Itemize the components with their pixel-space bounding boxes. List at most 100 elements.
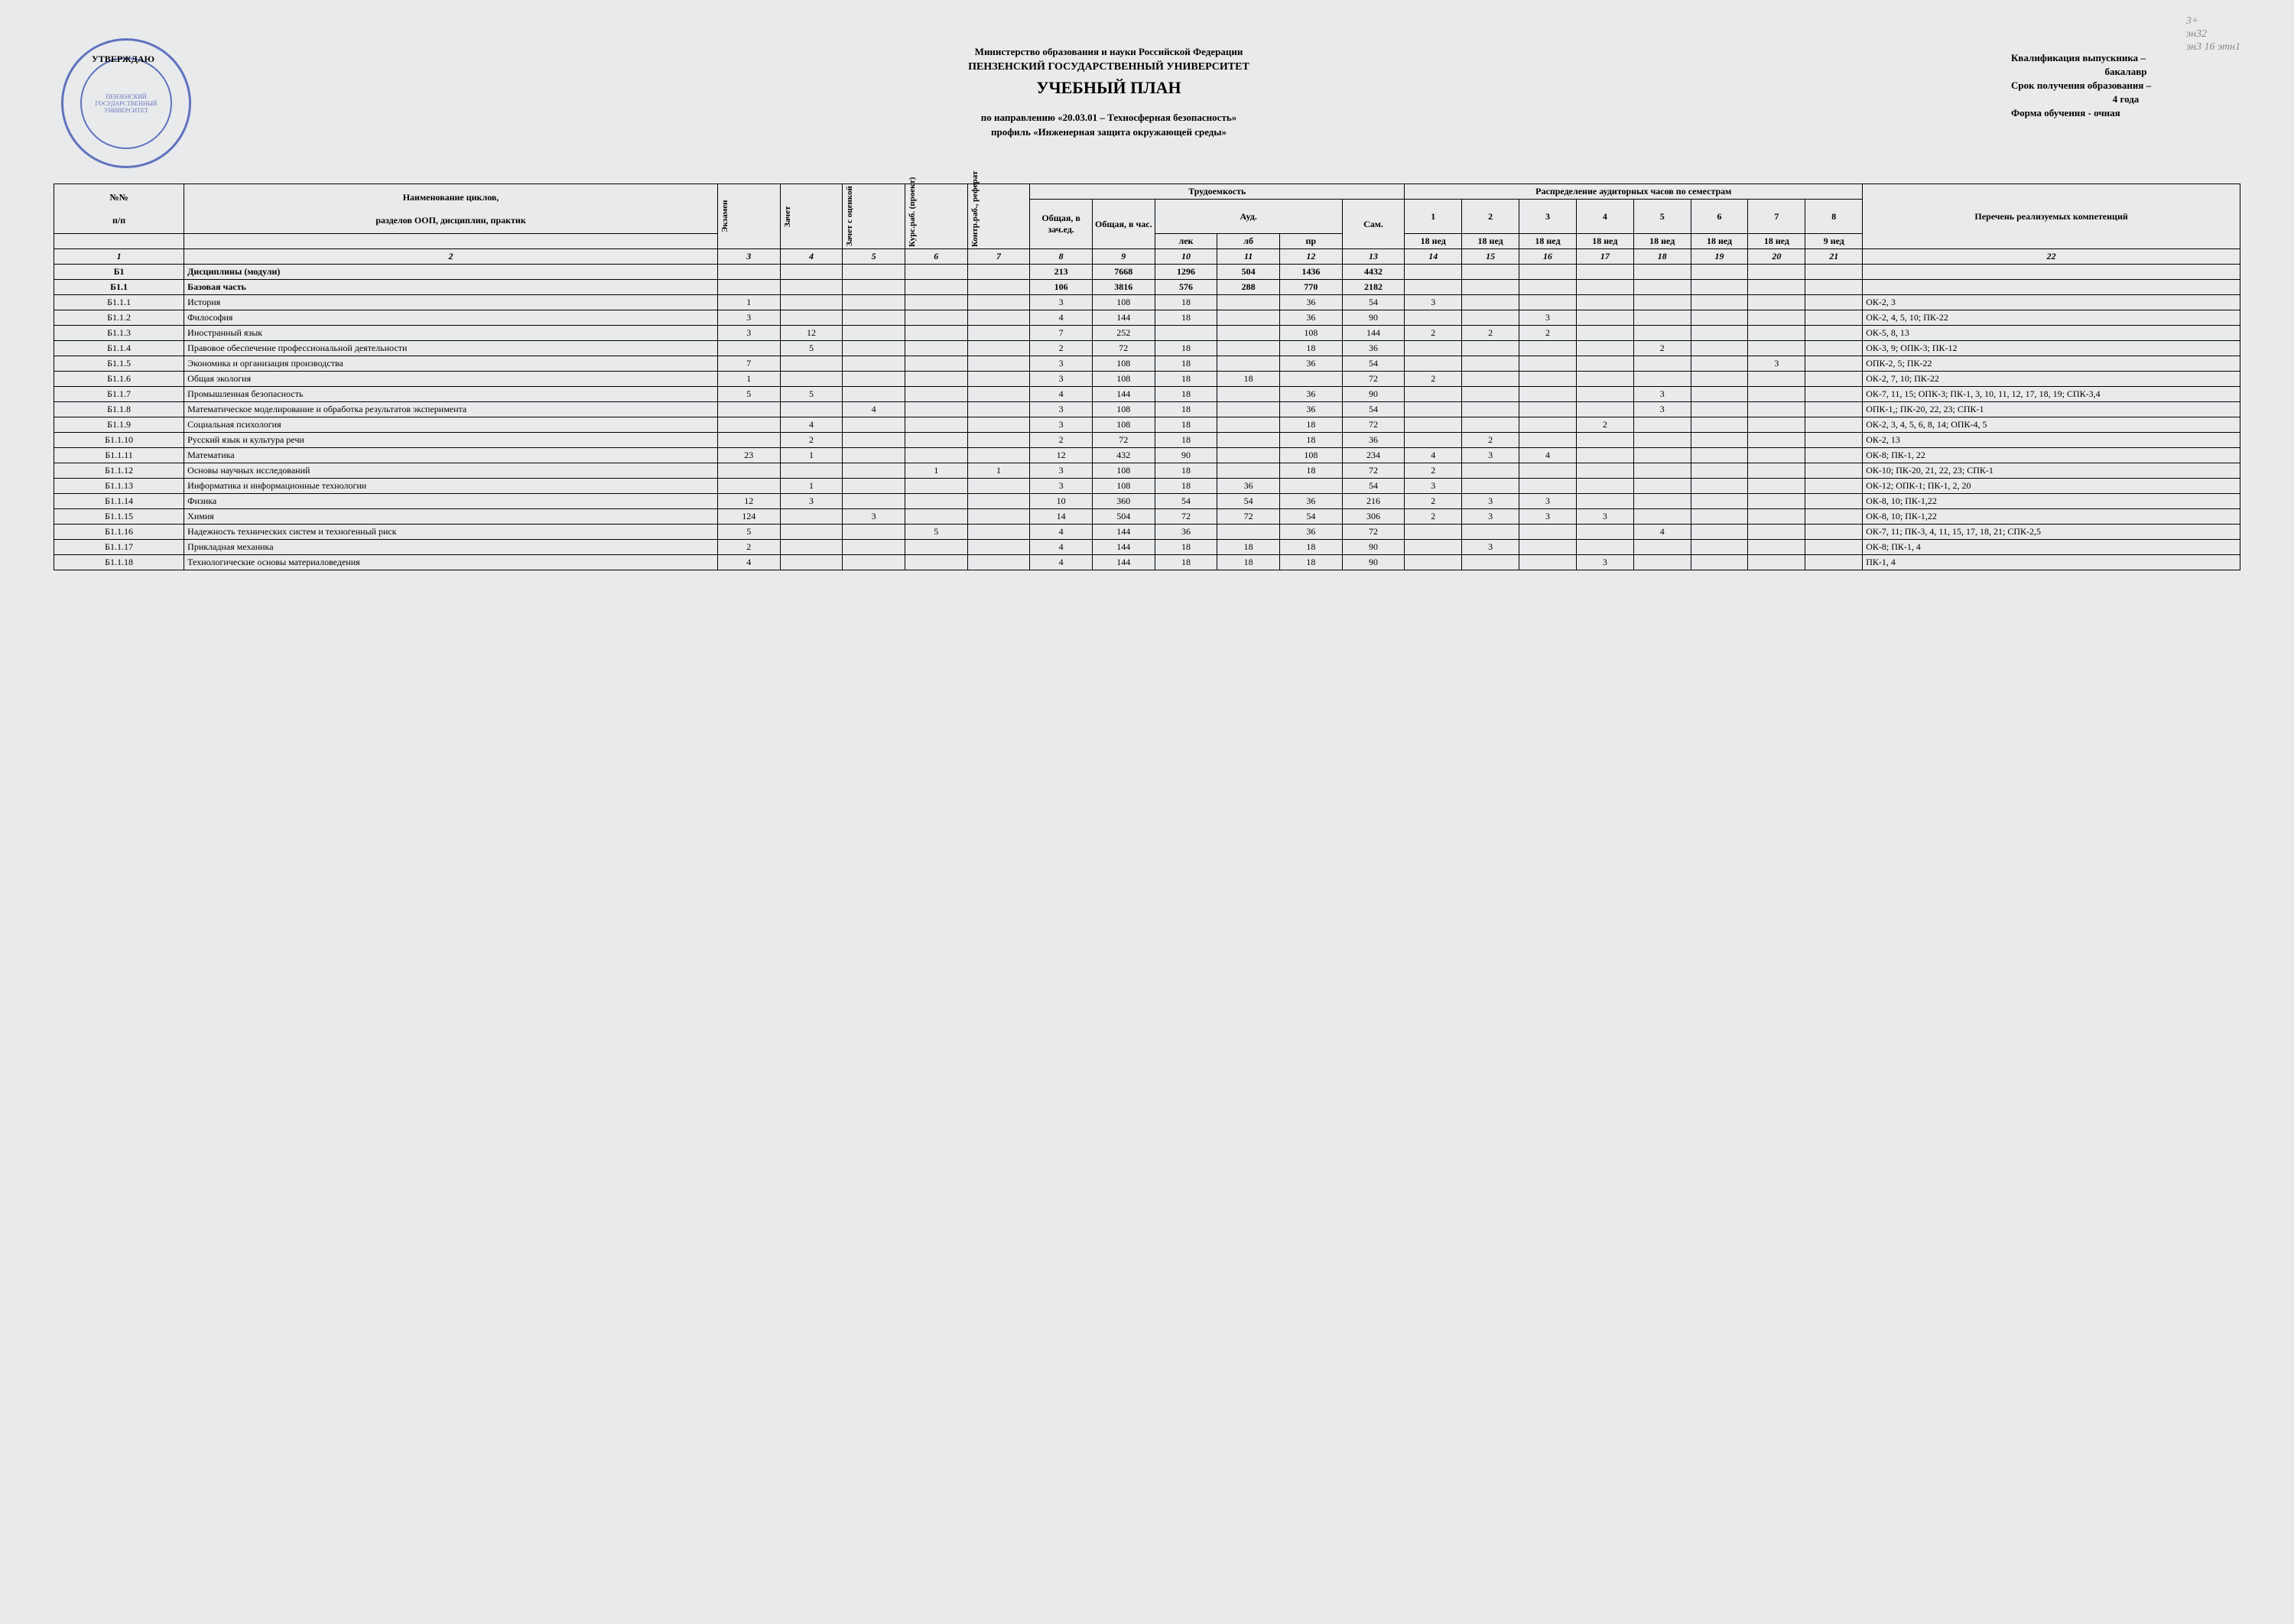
cell: 4: [1030, 525, 1093, 540]
cell: 54: [1342, 295, 1405, 310]
cell: 72: [1342, 372, 1405, 387]
cell: 1: [967, 463, 1030, 479]
row-number: Б1.1.9: [54, 417, 184, 433]
cell: [1405, 525, 1462, 540]
cell: [967, 310, 1030, 326]
cell: [1519, 402, 1577, 417]
cell: [1519, 372, 1577, 387]
cell: 3: [1030, 417, 1093, 433]
cell: [1633, 356, 1691, 372]
cell: [1633, 433, 1691, 448]
cell: [1519, 341, 1577, 356]
cell: [717, 433, 780, 448]
cell: 3: [1030, 356, 1093, 372]
row-number: Б1.1.4: [54, 341, 184, 356]
cell: [1691, 555, 1748, 570]
cell: [843, 356, 905, 372]
cell: [1863, 265, 2240, 280]
cell: [1462, 387, 1519, 402]
cell: [843, 494, 905, 509]
table-row: Б1.1.8Математическое моделирование и обр…: [54, 402, 2240, 417]
cell: 18: [1279, 463, 1342, 479]
cell: 3: [1519, 310, 1577, 326]
cell: 2: [1576, 417, 1633, 433]
cell: [967, 326, 1030, 341]
cell: 36: [1342, 433, 1405, 448]
cell: [967, 494, 1030, 509]
cell: [1633, 295, 1691, 310]
cell: [1405, 280, 1462, 295]
cell: [1462, 525, 1519, 540]
cell: [1748, 372, 1805, 387]
cell: [1519, 265, 1577, 280]
handwritten-note: 3+ эн32 эн3 16 этн1: [2186, 15, 2240, 54]
cell: [1633, 417, 1691, 433]
cell: 18: [1155, 555, 1217, 570]
cell: 14: [1030, 509, 1093, 525]
cell: 12: [717, 494, 780, 509]
term-label: Срок получения образования –: [2011, 80, 2240, 92]
cell: 108: [1092, 417, 1155, 433]
cell: [967, 525, 1030, 540]
cell: [967, 540, 1030, 555]
cell: 3: [1030, 479, 1093, 494]
cell: 108: [1092, 372, 1155, 387]
cell: [1748, 494, 1805, 509]
row-number: Б1.1.17: [54, 540, 184, 555]
table-row: Б1.1.1История131081836543ОК-2, 3: [54, 295, 2240, 310]
cell: [905, 372, 967, 387]
col-pr: пр: [1279, 234, 1342, 249]
cell: 432: [1092, 448, 1155, 463]
row-discipline-name: Базовая часть: [184, 280, 718, 295]
row-number: Б1.1.11: [54, 448, 184, 463]
cell: [1805, 494, 1863, 509]
cell: 108: [1092, 463, 1155, 479]
cell: [843, 341, 905, 356]
cell: 4: [1030, 310, 1093, 326]
cell: [1633, 310, 1691, 326]
cell: [1405, 387, 1462, 402]
cell: [967, 280, 1030, 295]
col-exam: Экзамен: [717, 184, 780, 249]
seal-area: УТВЕРЖДАЮ ПЕНЗЕНСКИЙ ГОСУДАРСТВЕННЫЙ УНИ…: [54, 38, 206, 176]
row-discipline-name: Дисциплины (модули): [184, 265, 718, 280]
cell: [905, 540, 967, 555]
cell: [1691, 402, 1748, 417]
cell: 18: [1155, 310, 1217, 326]
cell: ОПК-2, 5; ПК-22: [1863, 356, 2240, 372]
cell: [843, 448, 905, 463]
row-discipline-name: Русский язык и культура речи: [184, 433, 718, 448]
cell: [1576, 479, 1633, 494]
cell: [1462, 555, 1519, 570]
cell: 18: [1155, 341, 1217, 356]
cell: 4: [1405, 448, 1462, 463]
cell: 36: [1279, 387, 1342, 402]
table-header: №№п/п Наименование циклов,разделов ООП, …: [54, 184, 2240, 265]
cell: [905, 417, 967, 433]
cell: [1805, 310, 1863, 326]
cell: [1576, 341, 1633, 356]
cell: [1805, 387, 1863, 402]
cell: 72: [1155, 509, 1217, 525]
cell: [1576, 433, 1633, 448]
cell: [1691, 295, 1748, 310]
cell: [905, 448, 967, 463]
cell: 36: [1217, 479, 1280, 494]
cell: [1748, 341, 1805, 356]
cell: [1576, 280, 1633, 295]
cell: 144: [1342, 326, 1405, 341]
row-discipline-name: Химия: [184, 509, 718, 525]
cell: [1805, 402, 1863, 417]
row-discipline-name: Социальная психология: [184, 417, 718, 433]
cell: [1155, 326, 1217, 341]
row-number: Б1.1.6: [54, 372, 184, 387]
cell: 3: [1030, 372, 1093, 387]
cell: [843, 310, 905, 326]
cell: 108: [1092, 402, 1155, 417]
cell: 1436: [1279, 265, 1342, 280]
cell: [1519, 295, 1577, 310]
cell: 213: [1030, 265, 1093, 280]
cell: ОК-8, 10; ПК-1,22: [1863, 509, 2240, 525]
cell: [1217, 402, 1280, 417]
row-number: Б1.1.16: [54, 525, 184, 540]
